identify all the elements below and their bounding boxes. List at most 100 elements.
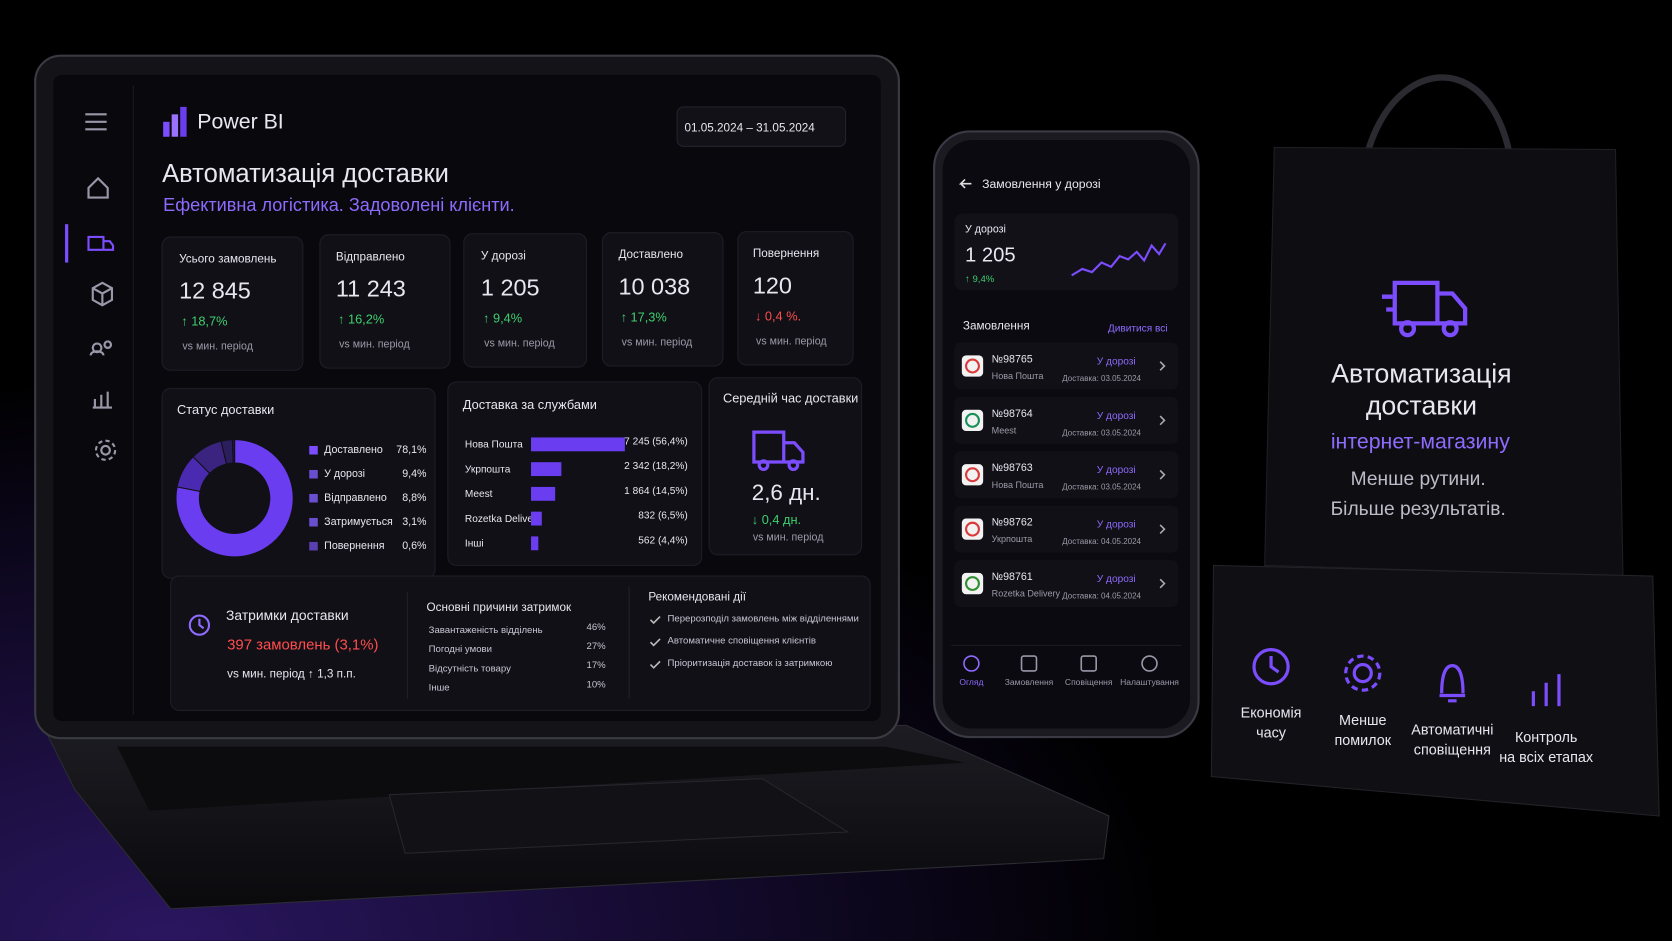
order-row[interactable]	[954, 342, 1179, 390]
analytics-icon[interactable]	[92, 391, 112, 409]
recs-title: Рекомендовані дії	[648, 590, 746, 603]
kpi-value: 1 205	[481, 274, 540, 300]
legend-swatch	[309, 469, 318, 479]
keyboard	[117, 746, 966, 811]
order-status: У дорозі	[1097, 520, 1136, 531]
nav-icon[interactable]	[1080, 655, 1097, 672]
nav-icon[interactable]	[1020, 655, 1038, 672]
rec-item: Автоматичне сповіщення клієнтів	[668, 636, 816, 647]
legend-name: Доставлено	[324, 444, 383, 456]
carrier-logo	[961, 464, 984, 486]
order-row[interactable]	[954, 505, 1179, 553]
order-date: Доставка: 04.05.2024	[1062, 591, 1141, 600]
nav-label[interactable]: Огляд	[959, 677, 983, 687]
logo	[163, 106, 187, 137]
reason-value: 46%	[587, 622, 607, 633]
carrier-logo-mark	[965, 576, 980, 591]
carrier-logo	[961, 572, 984, 595]
sidebar-icons	[85, 113, 117, 461]
phone-kpi-value: 1 205	[965, 245, 1016, 267]
bag-tagline: Більше результатів.	[1331, 499, 1506, 520]
feature-label: Автоматичні	[1411, 722, 1493, 738]
nav-icon[interactable]	[1141, 655, 1158, 672]
feature-icons	[1252, 648, 1561, 707]
order-id: №98763	[992, 462, 1033, 474]
chevron	[1159, 415, 1166, 426]
settings-icon[interactable]	[100, 444, 111, 456]
order-row[interactable]	[954, 560, 1179, 607]
feature-label: часу	[1256, 726, 1287, 742]
delivery-icon[interactable]	[87, 235, 115, 251]
back-arrow[interactable]	[958, 178, 972, 189]
carrier-logo	[961, 355, 984, 377]
kpi-change: ↑ 18,7%	[181, 314, 227, 329]
kpi-value: 12 845	[179, 278, 251, 304]
service-name: Нова Пошта	[465, 440, 523, 451]
kpi-note: vs мин. період	[484, 337, 555, 349]
legend-value: 8,8%	[402, 492, 427, 504]
check-icon	[649, 660, 661, 669]
kpi-note: vs мин. період	[756, 335, 827, 347]
order-date: Доставка: 03.05.2024	[1062, 483, 1141, 492]
avg-value: 2,6 дн.	[752, 480, 821, 505]
nav-icon[interactable]	[963, 655, 980, 672]
check-icon	[649, 638, 661, 647]
kpi-value: 120	[753, 272, 792, 298]
kpi-note: vs мин. період	[182, 341, 253, 353]
nav-label[interactable]: Сповіщення	[1065, 677, 1113, 687]
cards	[161, 231, 871, 711]
bar	[531, 462, 562, 477]
kpi-change: ↓ 0,4 %.	[755, 308, 801, 323]
order-row[interactable]	[954, 396, 1179, 444]
avg-note: vs мин. період	[753, 531, 824, 543]
bar-label: 2 342 (18,2%)	[624, 461, 688, 472]
kpi-value: 11 243	[336, 275, 406, 301]
legend-name: Відправлено	[324, 492, 387, 504]
bar-label: 562 (4,4%)	[638, 535, 688, 546]
legend-value: 0,6%	[402, 540, 427, 552]
box-icon[interactable]	[91, 281, 114, 307]
service-name: Rozetka Delivery	[465, 514, 542, 525]
legend-value: 78,1%	[396, 444, 427, 456]
box	[1210, 564, 1660, 817]
see-all[interactable]: Дивитися всі	[1108, 323, 1168, 334]
rec-item: Пріоритизація доставок із затримкою	[668, 658, 833, 669]
bar-label: 832 (6,5%)	[638, 511, 688, 522]
card-title: Середній час доставки	[723, 390, 858, 405]
nav-label[interactable]: Налаштування	[1120, 677, 1179, 687]
carrier-logo-mark	[965, 412, 980, 428]
menu-icon[interactable]	[85, 113, 107, 131]
feature-label: Контроль	[1515, 730, 1577, 746]
date-range[interactable]: 01.05.2024 – 31.05.2024	[684, 121, 815, 134]
kpi-note: vs мин. період	[339, 338, 410, 350]
order-status: У дорозі	[1097, 465, 1136, 476]
users-icon[interactable]	[89, 340, 112, 356]
reason-name: Інше	[429, 683, 450, 694]
phone-header: Замовлення у дорозі	[982, 177, 1101, 191]
chevron	[1159, 361, 1166, 371]
avg-change: ↓ 0,4 дн.	[752, 512, 801, 527]
kpi-change: ↑ 9,4%	[483, 310, 522, 325]
order-row[interactable]	[954, 451, 1179, 499]
date-picker[interactable]	[676, 106, 847, 147]
carrier-logo	[961, 518, 984, 540]
chevron	[1159, 578, 1166, 589]
service-name: Meest	[465, 489, 493, 500]
brand: Power BI	[197, 110, 283, 134]
legend-swatch	[309, 517, 318, 527]
donut-segment	[175, 439, 294, 558]
legend-name: У дорозі	[324, 468, 365, 480]
order-id: №98764	[992, 408, 1033, 420]
feature-label: Менше	[1339, 713, 1387, 729]
feature-label: на всіх етапах	[1499, 750, 1594, 766]
kpi-note: vs мин. період	[622, 336, 693, 348]
trackpad	[388, 778, 850, 854]
order-date: Доставка: 03.05.2024	[1062, 374, 1141, 383]
bar	[531, 511, 542, 526]
order-id: №98762	[992, 517, 1033, 529]
order-carrier: Meest	[992, 425, 1017, 435]
nav-label[interactable]: Замовлення	[1005, 677, 1054, 687]
kpi-change: ↑ 17,3%	[621, 309, 667, 324]
subtitle: Ефективна логістика. Задоволені клієнти.	[163, 195, 515, 215]
home-icon[interactable]	[87, 176, 109, 199]
